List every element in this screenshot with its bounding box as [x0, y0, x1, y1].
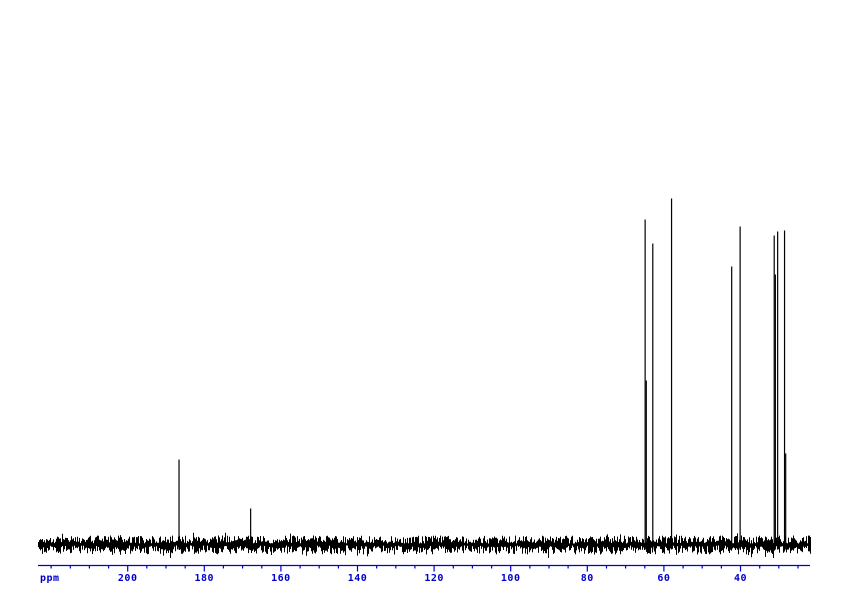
axis-tick-label-140: 140 [348, 573, 368, 584]
axis-tick-label-100: 100 [501, 573, 521, 584]
axis-tick-label-80: 80 [581, 573, 594, 584]
axis-tick-label-160: 160 [271, 573, 291, 584]
axis-unit-label: ppm [40, 573, 60, 584]
axis-tick-label-60: 60 [657, 573, 670, 584]
ppm-axis-ticks [50, 565, 799, 572]
baseline-noise-trace [38, 532, 811, 558]
axis-tick-label-180: 180 [195, 573, 215, 584]
axis-tick-label-200: 200 [118, 573, 138, 584]
axis-tick-label-120: 120 [424, 573, 444, 584]
axis-tick-label-40: 40 [734, 573, 747, 584]
